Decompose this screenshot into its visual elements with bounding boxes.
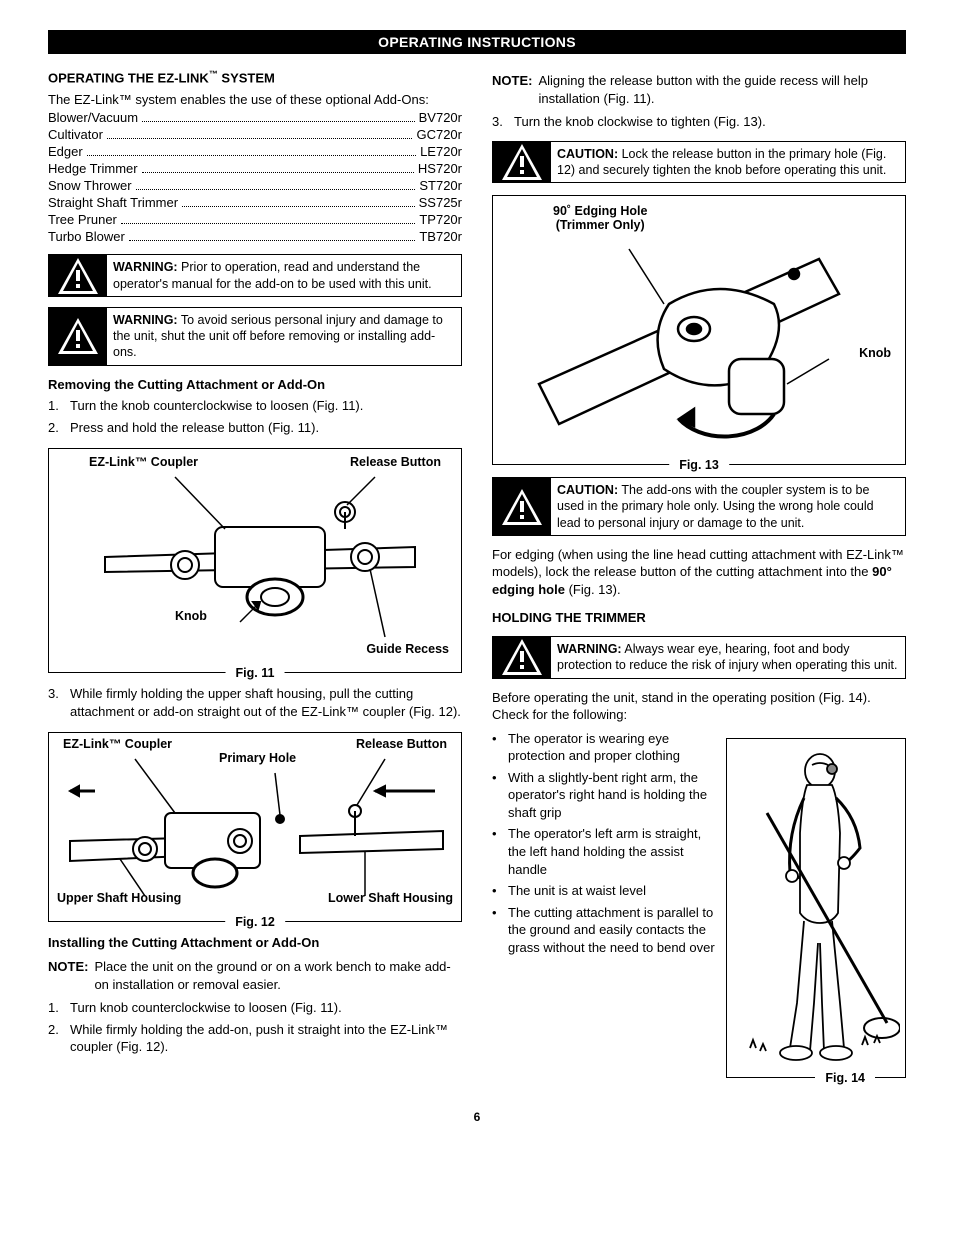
- checks-and-fig14: The operator is wearing eye protection a…: [492, 726, 906, 1090]
- remove-steps-list: 1.Turn the knob counterclockwise to loos…: [48, 397, 462, 436]
- remove-step-3: 3.While firmly holding the upper shaft h…: [48, 685, 462, 720]
- caution-box-lock-release: CAUTION: Lock the release button in the …: [492, 141, 906, 184]
- fig12-label-lower: Lower Shaft Housing: [328, 891, 453, 905]
- caution-text: CAUTION: Lock the release button in the …: [551, 142, 905, 183]
- figure-11: EZ-Link™ Coupler Release Button Knob Gui…: [48, 448, 462, 673]
- warning-triangle-icon: [493, 142, 551, 183]
- two-column-layout: OPERATING THE EZ-LINK™ SYSTEM The EZ-Lin…: [48, 66, 906, 1090]
- addon-row: Snow ThrowerST720r: [48, 178, 462, 193]
- warning-box-read-manual: WARNING: Prior to operation, read and un…: [48, 254, 462, 297]
- list-item: The cutting attachment is parallel to th…: [492, 904, 716, 957]
- warning-box-wear-protection: WARNING: Always wear eye, hearing, foot …: [492, 636, 906, 679]
- warning-triangle-icon: [49, 255, 107, 296]
- fig11-caption: Fig. 11: [226, 666, 285, 680]
- checks-list: The operator is wearing eye protection a…: [492, 730, 716, 957]
- addon-row: Hedge TrimmerHS720r: [48, 161, 462, 176]
- fig11-label-release: Release Button: [350, 455, 441, 469]
- caution-box-primary-hole: CAUTION: The add-ons with the coupler sy…: [492, 477, 906, 536]
- fig11-label-coupler: EZ-Link™ Coupler: [89, 455, 198, 469]
- fig11-diagram: [75, 457, 435, 657]
- fig14-caption: Fig. 14: [815, 1071, 875, 1085]
- fig12-label-upper: Upper Shaft Housing: [57, 891, 181, 905]
- section-banner: OPERATING INSTRUCTIONS: [48, 30, 906, 54]
- holding-trimmer-heading: HOLDING THE TRIMMER: [492, 609, 906, 627]
- list-item: 1.Turn knob counterclockwise to loosen (…: [48, 999, 462, 1017]
- left-column: OPERATING THE EZ-LINK™ SYSTEM The EZ-Lin…: [48, 66, 462, 1090]
- fig12-diagram: [65, 741, 445, 906]
- warning-text: WARNING: Prior to operation, read and un…: [107, 255, 461, 296]
- fig12-label-release: Release Button: [356, 737, 447, 751]
- addon-row: CultivatorGC720r: [48, 127, 462, 142]
- list-item: The operator's left arm is straight, the…: [492, 825, 716, 878]
- fig13-label-edging: 90˚ Edging Hole (Trimmer Only): [553, 204, 647, 232]
- list-item: With a slightly-bent right arm, the oper…: [492, 769, 716, 822]
- fig14-operator-illustration: [732, 743, 900, 1069]
- addon-row: Tree PrunerTP720r: [48, 212, 462, 227]
- align-note: NOTE: Aligning the release button with t…: [492, 72, 906, 107]
- list-item: 2.Press and hold the release button (Fig…: [48, 419, 462, 437]
- figure-14: Fig. 14: [726, 738, 906, 1078]
- figure-13: 90˚ Edging Hole (Trimmer Only) Knob Fig.…: [492, 195, 906, 465]
- fig13-diagram: [519, 204, 879, 454]
- warning-triangle-icon: [493, 637, 551, 678]
- fig13-label-knob: Knob: [859, 346, 891, 360]
- operating-ezlink-heading: OPERATING THE EZ-LINK™ SYSTEM: [48, 68, 462, 87]
- removing-heading: Removing the Cutting Attachment or Add-O…: [48, 376, 462, 394]
- list-item: 1.Turn the knob counterclockwise to loos…: [48, 397, 462, 415]
- warning-triangle-icon: [49, 308, 107, 365]
- fig12-label-primary: Primary Hole: [219, 751, 296, 765]
- tighten-step: 3.Turn the knob clockwise to tighten (Fi…: [492, 113, 906, 131]
- figure-12: EZ-Link™ Coupler Primary Hole Release Bu…: [48, 732, 462, 922]
- addon-row: EdgerLE720r: [48, 144, 462, 159]
- fig11-label-knob: Knob: [175, 609, 207, 623]
- addon-row: Turbo BlowerTB720r: [48, 229, 462, 244]
- installing-heading: Installing the Cutting Attachment or Add…: [48, 934, 462, 952]
- warning-text: WARNING: Always wear eye, hearing, foot …: [551, 637, 905, 678]
- right-column: NOTE: Aligning the release button with t…: [492, 66, 906, 1090]
- fig11-label-guide: Guide Recess: [366, 642, 449, 656]
- list-item: The operator is wearing eye protection a…: [492, 730, 716, 765]
- addon-list: Blower/VacuumBV720r CultivatorGC720r Edger…: [48, 110, 462, 244]
- fig13-caption: Fig. 13: [669, 458, 729, 472]
- warning-text: WARNING: To avoid serious personal injur…: [107, 308, 461, 365]
- addon-row: Blower/VacuumBV720r: [48, 110, 462, 125]
- warning-triangle-icon: [493, 478, 551, 535]
- ezlink-intro: The EZ-Link™ system enables the use of t…: [48, 91, 462, 109]
- install-steps-list: 1.Turn knob counterclockwise to loosen (…: [48, 999, 462, 1056]
- caution-text: CAUTION: The add-ons with the coupler sy…: [551, 478, 905, 535]
- edging-paragraph: For edging (when using the line head cut…: [492, 546, 906, 599]
- before-operating-paragraph: Before operating the unit, stand in the …: [492, 689, 906, 724]
- warning-box-shut-off: WARNING: To avoid serious personal injur…: [48, 307, 462, 366]
- list-item: 2.While firmly holding the add-on, push …: [48, 1021, 462, 1056]
- list-item: The unit is at waist level: [492, 882, 716, 900]
- fig12-caption: Fig. 12: [225, 915, 285, 929]
- fig12-label-coupler: EZ-Link™ Coupler: [63, 737, 172, 751]
- addon-row: Straight Shaft TrimmerSS725r: [48, 195, 462, 210]
- page-number: 6: [48, 1110, 906, 1124]
- install-note: NOTE: Place the unit on the ground or on…: [48, 958, 462, 993]
